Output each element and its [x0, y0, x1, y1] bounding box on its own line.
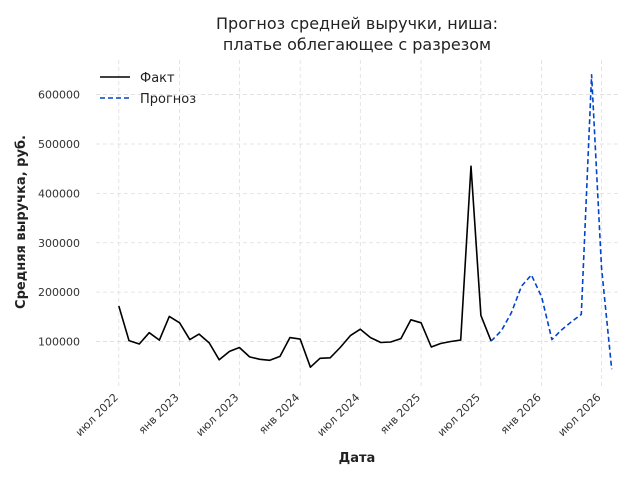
series-line-fact [118, 165, 492, 369]
x-tick-label: июл 2022 [73, 391, 121, 439]
x-tick-label: янв 2026 [498, 391, 544, 437]
y-tick-label: 200000 [38, 286, 80, 299]
series-lines [118, 74, 613, 370]
y-tick-label: 100000 [38, 336, 80, 349]
x-tick-label: янв 2025 [377, 391, 423, 437]
series-line-forecast [490, 74, 613, 370]
x-axis-label: Дата [339, 451, 376, 466]
y-tick-label: 400000 [38, 187, 80, 200]
x-tick-label: июл 2023 [193, 391, 241, 439]
x-tick-label: янв 2024 [256, 391, 302, 437]
x-tick-label: янв 2023 [136, 391, 182, 437]
y-tick-label: 500000 [38, 138, 80, 151]
x-tick-label: июл 2024 [314, 391, 362, 439]
x-tick-label: июл 2026 [556, 391, 604, 439]
y-tick-label: 300000 [38, 237, 80, 250]
legend-label-forecast: Прогноз [140, 92, 196, 107]
chart-title-line-1: Прогноз средней выручки, ниша: [216, 14, 498, 33]
y-axis-label: Средняя выручка, руб. [14, 135, 29, 309]
legend: Факт Прогноз [100, 71, 196, 107]
y-tick-label: 600000 [38, 89, 80, 102]
chart-title-line-2: платье облегающее с разрезом [223, 35, 491, 54]
grid-lines [96, 60, 618, 386]
legend-label-fact: Факт [140, 71, 175, 86]
y-axis-ticks: 100000 200000 300000 400000 500000 600000 [38, 89, 80, 349]
x-tick-label: июл 2025 [435, 391, 483, 439]
x-axis-ticks: июл 2022 янв 2023 июл 2023 янв 2024 июл 2024… [73, 391, 604, 439]
